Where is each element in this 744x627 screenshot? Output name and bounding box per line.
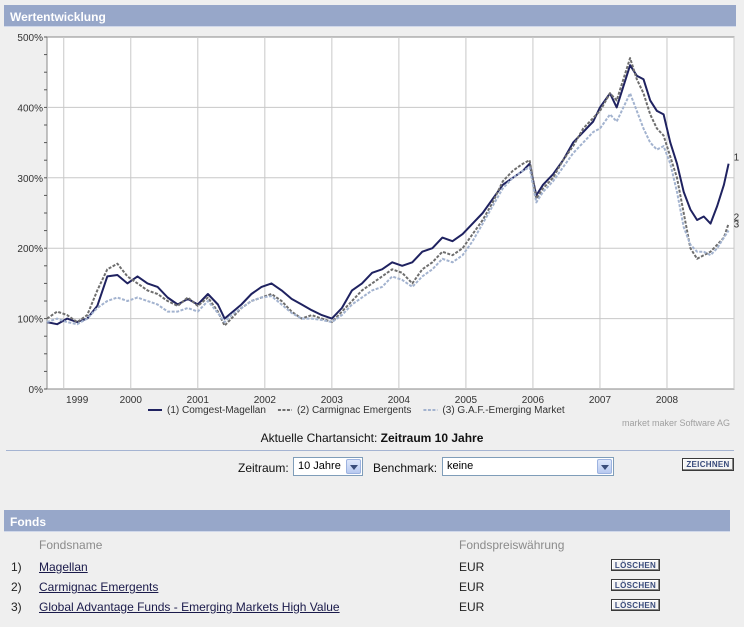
performance-chart-area: 0% 100% 200% 300% 400% 500% 1999 2000 2001 2002 2… bbox=[0, 27, 744, 447]
performance-panel-title: Wertentwicklung bbox=[10, 10, 106, 24]
fund-name-link[interactable]: Global Advantage Funds - Emerging Market… bbox=[39, 600, 340, 614]
fund-row-number: 1) bbox=[11, 560, 22, 574]
x-tick-label: 2005 bbox=[455, 395, 478, 406]
legend-label: (3) G.A.F.-Emerging Market bbox=[442, 405, 564, 416]
delete-button[interactable]: LÖSCHEN bbox=[611, 559, 660, 571]
chart-credit: market maker Software AG bbox=[622, 418, 730, 427]
performance-panel-header: Wertentwicklung bbox=[4, 5, 736, 27]
y-axis: 0% 100% 200% 300% 400% 500% bbox=[17, 33, 47, 396]
fund-name-link[interactable]: Carmignac Emergents bbox=[39, 580, 159, 594]
benchmark-select[interactable]: keine bbox=[442, 457, 614, 476]
current-chart-view: Aktuelle Chartansicht: Zeitraum 10 Jahre bbox=[0, 431, 744, 445]
plot-area bbox=[46, 36, 735, 390]
series-line bbox=[46, 64, 730, 326]
zeitraum-select[interactable]: 10 Jahre bbox=[293, 457, 363, 476]
divider bbox=[6, 450, 734, 451]
series-line bbox=[46, 57, 730, 327]
legend-label: (2) Carmignac Emergents bbox=[297, 405, 411, 416]
y-tick-label: 300% bbox=[17, 174, 43, 185]
draw-button[interactable]: ZEICHNEN bbox=[682, 458, 734, 471]
fund-currency: EUR bbox=[459, 580, 485, 594]
current-view-value: Zeitraum 10 Jahre bbox=[380, 431, 484, 445]
zeitraum-label: Zeitraum: bbox=[238, 461, 289, 475]
x-tick-label: 2001 bbox=[187, 395, 210, 406]
delete-button[interactable]: LÖSCHEN bbox=[611, 579, 660, 591]
x-axis: 1999 2000 2001 2002 2003 2004 2005 2006 2007 2008 bbox=[66, 395, 678, 406]
chart-legend: (1) Comgest-Magellan (2) Carmignac Emerge… bbox=[148, 405, 565, 416]
x-tick-label: 2002 bbox=[254, 395, 277, 406]
y-tick-label: 200% bbox=[17, 244, 43, 255]
grid-lines bbox=[47, 37, 735, 389]
fund-row: 3) Global Advantage Funds - Emerging Mar… bbox=[0, 598, 744, 616]
x-tick-label: 2007 bbox=[589, 395, 612, 406]
fund-currency: EUR bbox=[459, 600, 485, 614]
series-line bbox=[46, 92, 730, 326]
x-tick-label: 2003 bbox=[321, 395, 344, 406]
fund-row-number: 3) bbox=[11, 600, 22, 614]
x-tick-label: 2004 bbox=[388, 395, 411, 406]
funds-panel-header: Fonds bbox=[4, 510, 730, 532]
benchmark-label: Benchmark: bbox=[373, 461, 438, 475]
x-tick-label: 2008 bbox=[656, 395, 679, 406]
fund-row-number: 2) bbox=[11, 580, 22, 594]
x-tick-label: 1999 bbox=[66, 395, 89, 406]
column-header-currency: Fondspreiswährung bbox=[459, 538, 565, 552]
delete-button[interactable]: LÖSCHEN bbox=[611, 599, 660, 611]
y-tick-label: 400% bbox=[17, 103, 43, 114]
funds-panel-title: Fonds bbox=[10, 515, 46, 529]
series-end-label: 2 bbox=[734, 213, 740, 224]
fund-row: 1) Magellan EUR LÖSCHEN bbox=[0, 558, 744, 576]
performance-chart: 0% 100% 200% 300% 400% 500% 1999 2000 2001 2002 2… bbox=[17, 33, 740, 427]
series-end-label: 3 bbox=[734, 220, 740, 231]
fund-row: 2) Carmignac Emergents EUR LÖSCHEN bbox=[0, 578, 744, 596]
series-end-labels: 1 23 bbox=[734, 153, 740, 231]
y-tick-label: 500% bbox=[17, 33, 43, 44]
current-view-prefix: Aktuelle Chartansicht: bbox=[260, 431, 378, 445]
zeitraum-select-value: 10 Jahre bbox=[298, 460, 341, 472]
chevron-down-icon[interactable] bbox=[597, 459, 612, 474]
chevron-down-icon[interactable] bbox=[346, 459, 361, 474]
series-end-label: 1 bbox=[734, 153, 740, 164]
fund-currency: EUR bbox=[459, 560, 485, 574]
benchmark-select-value: keine bbox=[447, 460, 474, 472]
x-tick-label: 2006 bbox=[522, 395, 545, 406]
x-tick-label: 2000 bbox=[120, 395, 143, 406]
legend-label: (1) Comgest-Magellan bbox=[167, 405, 266, 416]
series-lines bbox=[46, 57, 730, 327]
column-header-fund-name: Fondsname bbox=[39, 538, 103, 552]
y-tick-label: 100% bbox=[17, 315, 43, 326]
y-tick-label: 0% bbox=[29, 385, 44, 396]
fund-name-link[interactable]: Magellan bbox=[39, 560, 88, 574]
